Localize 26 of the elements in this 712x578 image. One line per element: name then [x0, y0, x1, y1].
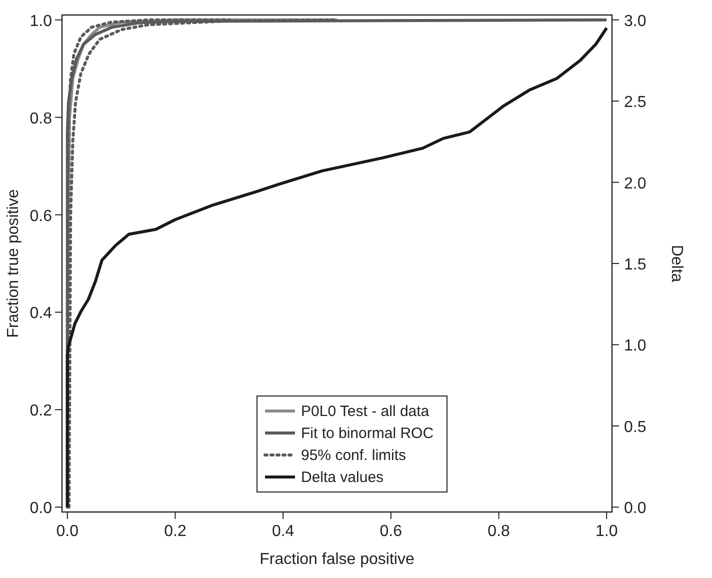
y-axis-title: Fraction true positive — [5, 189, 22, 338]
y-tick-label: 0.8 — [30, 110, 52, 128]
x-tick-label: 0.8 — [488, 523, 510, 540]
y2-tick-label: 2.5 — [624, 94, 646, 112]
y-tick-label: 0.6 — [30, 208, 52, 225]
x-tick-label: 0.6 — [380, 523, 402, 540]
legend-label: 95% conf. limits — [301, 447, 406, 464]
legend-label: Delta values — [301, 469, 384, 486]
y2-tick-label: 0.5 — [624, 418, 646, 436]
x-tick-label: 1.0 — [595, 523, 618, 540]
y2-tick-label: 2.0 — [624, 175, 646, 192]
legend-label: Fit to binormal ROC — [301, 425, 434, 442]
y-tick-label: 0.4 — [30, 305, 52, 322]
y2-tick-label: 0.0 — [624, 500, 646, 518]
y2-tick-label: 1.5 — [624, 256, 646, 274]
x-tick-label: 0.0 — [56, 523, 79, 540]
x-tick-label: 0.4 — [272, 523, 294, 540]
y2-axis-title: Delta — [668, 244, 685, 282]
y2-tick-label: 3.0 — [624, 12, 646, 30]
y-tick-label: 0.0 — [30, 500, 52, 518]
y-tick-label: 1.0 — [30, 12, 52, 30]
y2-tick-label: 1.0 — [624, 338, 646, 355]
y-tick-label: 0.2 — [30, 402, 52, 420]
x-tick-label: 0.2 — [164, 523, 186, 540]
x-axis-title: Fraction false positive — [260, 551, 414, 568]
legend-label: P0L0 Test - all data — [301, 403, 430, 420]
